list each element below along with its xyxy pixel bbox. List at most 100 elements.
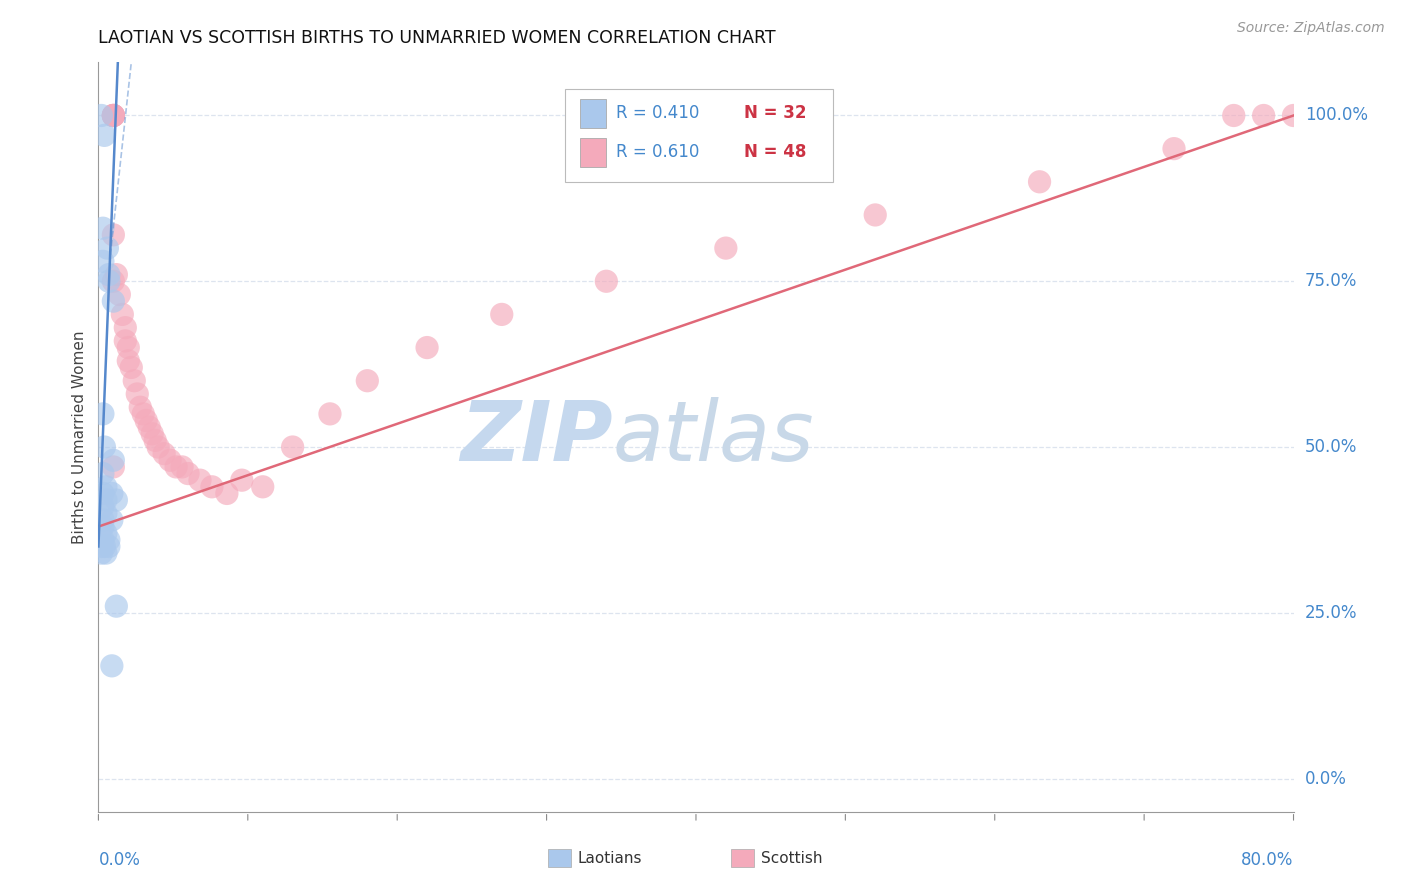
Text: R = 0.410: R = 0.410 — [616, 104, 699, 122]
Text: Scottish: Scottish — [761, 851, 823, 865]
Text: 0.0%: 0.0% — [98, 851, 141, 869]
Point — [865, 208, 887, 222]
Point — [97, 540, 120, 554]
Point — [101, 513, 124, 527]
Point — [201, 480, 224, 494]
Point — [91, 500, 114, 514]
Point — [103, 108, 125, 122]
Point — [231, 473, 253, 487]
Point — [93, 440, 115, 454]
Point — [1028, 175, 1050, 189]
Text: ZIP: ZIP — [460, 397, 613, 477]
Point — [103, 274, 125, 288]
Point — [117, 341, 139, 355]
Point — [215, 486, 238, 500]
FancyBboxPatch shape — [565, 88, 834, 182]
Point — [101, 486, 124, 500]
Point — [153, 447, 176, 461]
Point — [105, 599, 128, 614]
Point — [103, 459, 125, 474]
Point — [127, 387, 149, 401]
Point — [91, 407, 114, 421]
Point — [94, 480, 117, 494]
Text: 50.0%: 50.0% — [1305, 438, 1357, 456]
Point — [1163, 142, 1185, 156]
Y-axis label: Births to Unmarried Women: Births to Unmarried Women — [72, 330, 87, 544]
Point — [91, 519, 114, 533]
Point — [105, 268, 128, 282]
Point — [356, 374, 378, 388]
Point — [97, 274, 120, 288]
Point — [103, 227, 125, 242]
Point — [141, 426, 163, 441]
Text: 80.0%: 80.0% — [1241, 851, 1294, 869]
Point — [101, 658, 124, 673]
Text: Laotians: Laotians — [578, 851, 643, 865]
Point — [1253, 108, 1275, 122]
Point — [159, 453, 181, 467]
Point — [188, 473, 211, 487]
Point — [91, 467, 114, 481]
Point — [93, 128, 115, 143]
Text: 0.0%: 0.0% — [1305, 770, 1347, 788]
Point — [714, 241, 737, 255]
Point — [319, 407, 342, 421]
Text: N = 48: N = 48 — [744, 144, 806, 161]
Point — [252, 480, 274, 494]
Point — [138, 420, 160, 434]
Point — [96, 241, 118, 255]
Point — [94, 493, 117, 508]
Point — [129, 401, 152, 415]
Text: atlas: atlas — [613, 397, 814, 477]
Point — [91, 486, 114, 500]
Point — [103, 108, 125, 122]
Point — [172, 459, 194, 474]
Point — [90, 546, 112, 560]
Point — [281, 440, 304, 454]
Point — [103, 108, 125, 122]
Point — [1223, 108, 1246, 122]
Point — [91, 221, 114, 235]
Point — [97, 533, 120, 547]
Point — [165, 459, 187, 474]
Point — [120, 360, 142, 375]
Bar — [581, 138, 606, 167]
Point — [114, 334, 136, 348]
Point — [143, 434, 166, 448]
Point — [135, 413, 157, 427]
Point — [111, 307, 134, 321]
Point — [91, 254, 114, 268]
Point — [103, 108, 125, 122]
Text: Source: ZipAtlas.com: Source: ZipAtlas.com — [1237, 21, 1385, 35]
Point — [416, 341, 439, 355]
Point — [108, 287, 131, 301]
Point — [177, 467, 200, 481]
Point — [595, 274, 617, 288]
Point — [117, 354, 139, 368]
Point — [114, 320, 136, 334]
Point — [491, 307, 513, 321]
Point — [97, 268, 120, 282]
Point — [132, 407, 155, 421]
Point — [90, 108, 112, 122]
Text: R = 0.610: R = 0.610 — [616, 144, 699, 161]
Point — [94, 506, 117, 520]
Point — [105, 493, 128, 508]
Text: N = 32: N = 32 — [744, 104, 806, 122]
Point — [94, 546, 117, 560]
Point — [148, 440, 170, 454]
Text: LAOTIAN VS SCOTTISH BIRTHS TO UNMARRIED WOMEN CORRELATION CHART: LAOTIAN VS SCOTTISH BIRTHS TO UNMARRIED … — [98, 29, 776, 47]
Point — [103, 294, 125, 309]
Text: 75.0%: 75.0% — [1305, 272, 1357, 290]
Point — [103, 108, 125, 122]
Bar — [581, 99, 606, 128]
Point — [1282, 108, 1305, 122]
Point — [93, 540, 115, 554]
Point — [124, 374, 146, 388]
Text: 25.0%: 25.0% — [1305, 604, 1357, 622]
Point — [91, 513, 114, 527]
Point — [91, 533, 114, 547]
Text: 100.0%: 100.0% — [1305, 106, 1368, 125]
Point — [94, 526, 117, 541]
Point — [90, 540, 112, 554]
